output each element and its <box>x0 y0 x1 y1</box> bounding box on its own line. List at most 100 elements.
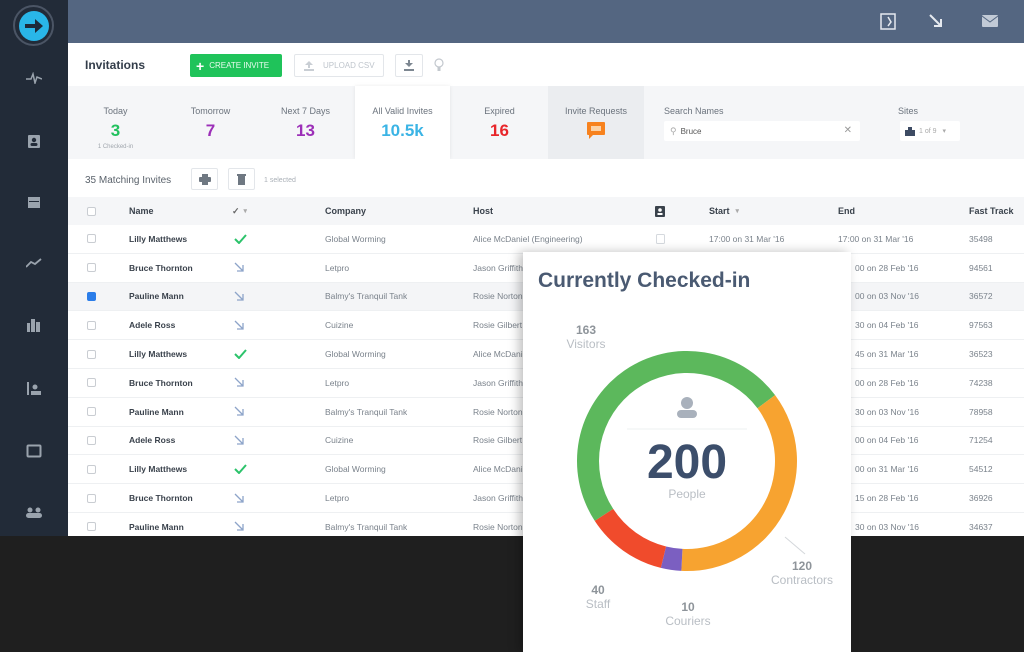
page-title: Invitations <box>85 58 146 72</box>
person-icon <box>675 395 699 424</box>
stat-expired[interactable]: Expired 16 <box>484 106 515 140</box>
column-host[interactable]: Host <box>473 206 493 216</box>
stat-invite-requests[interactable]: Invite Requests <box>548 86 644 159</box>
company-cell: Letpro <box>325 493 350 504</box>
arrow-right-logo-icon <box>18 10 49 41</box>
guest-name[interactable]: Lilly Matthews <box>129 349 188 360</box>
guest-name[interactable]: Lilly Matthews <box>129 464 188 475</box>
guest-name[interactable]: Pauline Mann <box>129 406 184 417</box>
print-button[interactable] <box>191 168 218 190</box>
fast-track-cell: 97563 <box>969 320 993 331</box>
legend-couriers: 10 Couriers <box>665 600 711 628</box>
total-count: 200 <box>646 436 728 489</box>
fast-track-cell: 78958 <box>969 406 993 417</box>
activity-icon[interactable] <box>22 66 46 90</box>
search-names-input[interactable]: ⚲ Bruce ✕ <box>664 121 860 141</box>
guest-name[interactable]: Bruce Thornton <box>129 262 193 273</box>
donut-segment-visitors[interactable] <box>577 351 776 521</box>
background-overlay <box>0 536 1024 652</box>
sites-dropdown[interactable]: 1 of 9 ▾ <box>900 121 960 141</box>
end-cell: 00 on 04 Feb '16 <box>855 435 919 446</box>
guest-name[interactable]: Pauline Mann <box>129 521 184 532</box>
exit-door-icon[interactable] <box>878 11 898 31</box>
checked-in-icon <box>234 349 247 360</box>
donut-segment-staff[interactable] <box>594 508 667 568</box>
lightbulb-icon[interactable] <box>434 58 444 77</box>
guest-name[interactable]: Bruce Thornton <box>129 377 193 388</box>
arrow-down-right-icon <box>234 493 244 503</box>
column-end[interactable]: End <box>838 206 855 216</box>
host-cell: Rosie Gilbert <box>473 320 523 331</box>
column-start[interactable]: Start ▾ <box>709 206 740 216</box>
guest-name[interactable]: Lilly Matthews <box>129 233 188 244</box>
trend-icon[interactable] <box>22 251 46 275</box>
mail-icon[interactable] <box>980 11 1000 31</box>
arrow-down-right-icon[interactable] <box>926 11 946 31</box>
checked-in-icon <box>234 234 247 244</box>
download-icon <box>404 60 414 71</box>
legend-staff: 40 Staff <box>585 583 611 611</box>
user-chart-icon[interactable] <box>22 376 46 400</box>
upload-csv-button[interactable]: UPLOAD CSV <box>294 54 384 77</box>
row-checkbox[interactable] <box>87 513 96 536</box>
end-cell: 30 on 03 Nov '16 <box>855 406 920 417</box>
fast-track-cell: 36523 <box>969 349 993 360</box>
row-checkbox[interactable] <box>87 254 96 282</box>
legend-contractors: 120 Contractors <box>770 559 834 587</box>
fast-track-cell: 36572 <box>969 291 993 302</box>
table-row[interactable]: Pauline Mann Balmy's Tranquil Tank Rosie N… <box>68 513 1024 536</box>
donut-segment-couriers[interactable] <box>660 546 683 571</box>
end-cell: 30 on 04 Feb '16 <box>855 320 919 331</box>
legend-visitors: 163 Visitors <box>566 323 606 351</box>
guest-name[interactable]: Bruce Thornton <box>129 493 193 504</box>
row-checkbox[interactable] <box>87 398 96 426</box>
guest-name[interactable]: Adele Ross <box>129 320 176 331</box>
arrow-down-right-icon <box>234 406 244 416</box>
users-icon[interactable] <box>22 500 46 524</box>
column-fast-track[interactable]: Fast Track <box>969 206 1014 216</box>
stat-today[interactable]: Today 3 1 Checked-in <box>97 106 134 150</box>
table-row[interactable]: Lilly Matthews Global Worming Alice McDani… <box>68 225 1024 254</box>
top-bar <box>68 0 1024 43</box>
fast-track-cell: 94561 <box>969 262 993 273</box>
row-checkbox[interactable] <box>87 455 96 483</box>
row-checkbox[interactable] <box>87 340 96 368</box>
checked-in-popup: Currently Checked-in 200 People 163 Visit… <box>523 252 851 652</box>
download-button[interactable] <box>395 54 423 77</box>
row-checkbox[interactable] <box>87 427 96 455</box>
status-cell <box>234 455 247 483</box>
row-checkbox[interactable] <box>87 311 96 339</box>
row-checkbox[interactable] <box>87 225 96 253</box>
guest-name[interactable]: Pauline Mann <box>129 291 184 302</box>
clear-search-icon[interactable]: ✕ <box>843 125 852 136</box>
end-cell: 30 on 03 Nov '16 <box>855 521 920 532</box>
column-company[interactable]: Company <box>325 206 367 216</box>
stat-all-valid-invites[interactable]: All Valid Invites 10.5k <box>355 86 450 159</box>
end-cell: 15 on 28 Feb '16 <box>855 493 919 504</box>
stat-tomorrow[interactable]: Tomorrow 7 <box>190 106 231 140</box>
row-checkbox[interactable] <box>87 283 96 311</box>
calendar-icon[interactable] <box>22 190 46 214</box>
status-cell <box>234 484 245 512</box>
fast-track-cell: 34637 <box>969 521 993 532</box>
select-all-checkbox[interactable] <box>87 197 96 225</box>
app-logo[interactable] <box>13 5 54 46</box>
badge-column-icon[interactable] <box>655 197 665 225</box>
screen-icon[interactable] <box>22 439 46 463</box>
column-name[interactable]: Name <box>129 206 154 216</box>
delete-button[interactable] <box>228 168 255 190</box>
badge-icon[interactable] <box>22 129 46 153</box>
guest-name[interactable]: Adele Ross <box>129 435 176 446</box>
create-invite-button[interactable]: + CREATE INVITE <box>190 54 282 77</box>
building-icon[interactable] <box>22 313 46 337</box>
donut-segment-contractors[interactable] <box>681 395 797 571</box>
popup-title: Currently Checked-in <box>538 269 751 292</box>
status-cell <box>234 513 245 536</box>
stat-next-7-days[interactable]: Next 7 Days 13 <box>280 106 331 140</box>
row-checkbox[interactable] <box>87 369 96 397</box>
trash-icon <box>237 174 246 185</box>
status-column-sort[interactable]: ✓ ▾ <box>232 205 248 216</box>
row-checkbox[interactable] <box>87 484 96 512</box>
fast-track-cell: 54512 <box>969 464 993 475</box>
company-cell: Global Worming <box>325 349 386 360</box>
